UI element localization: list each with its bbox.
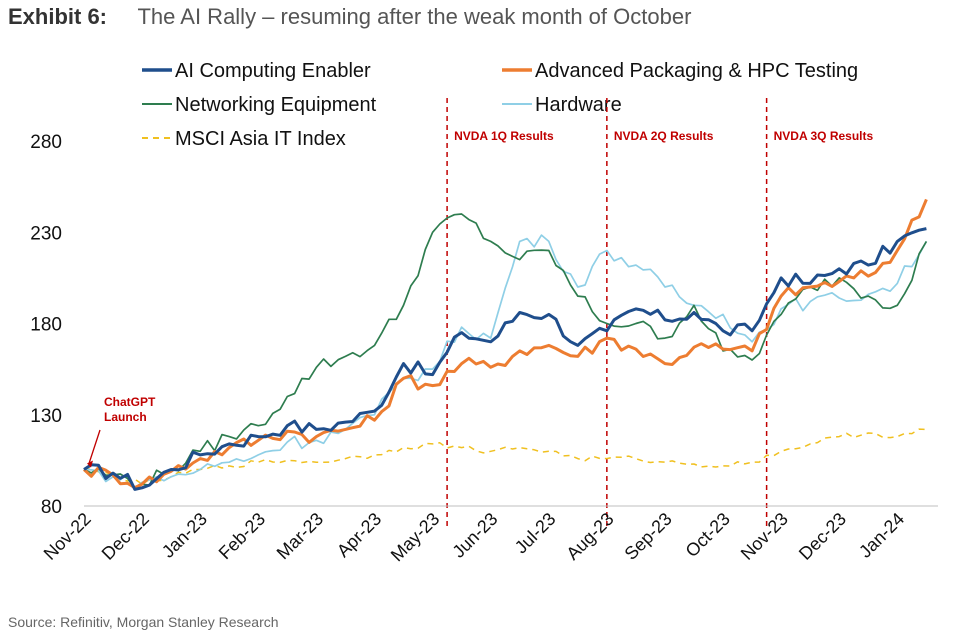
y-axis: 80 130 180 230 280 <box>30 132 62 518</box>
chart-legend: AI Computing Enabler Advanced Packaging &… <box>142 60 858 150</box>
line-chart: AI Computing Enabler Advanced Packaging &… <box>30 60 938 566</box>
event-label: NVDA 3Q Results <box>774 129 874 143</box>
legend-label: Networking Equipment <box>175 94 377 116</box>
x-tick-label: Dec-22 <box>98 509 153 564</box>
series-line <box>82 198 928 490</box>
series-line <box>83 428 927 485</box>
legend-label: Hardware <box>535 94 622 116</box>
x-tick-label: Sep-23 <box>621 509 676 564</box>
annotation-line-2: Launch <box>104 410 147 424</box>
annotation-arrow-head <box>87 460 93 468</box>
y-tick-label: 280 <box>30 132 62 153</box>
series-line <box>83 234 928 489</box>
y-tick-label: 130 <box>30 406 62 427</box>
exhibit-header: Exhibit 6: The AI Rally – resuming after… <box>8 4 691 36</box>
legend-label: Advanced Packaging & HPC Testing <box>535 60 858 82</box>
source-note: Source: Refinitiv, Morgan Stanley Resear… <box>8 614 279 630</box>
event-markers: NVDA 1Q Results NVDA 2Q Results NVDA 3Q Re… <box>446 98 874 526</box>
legend-label: MSCI Asia IT Index <box>175 128 346 150</box>
y-tick-label: 80 <box>41 497 62 518</box>
x-tick-label: Jul-23 <box>511 509 560 558</box>
x-tick-label: Jun-23 <box>448 509 501 562</box>
x-tick-label: Jan-24 <box>855 509 908 562</box>
x-tick-label: Feb-23 <box>215 509 269 563</box>
x-tick-label: Nov-23 <box>737 509 792 564</box>
annotation-arrow-line <box>88 429 101 464</box>
legend-label: AI Computing Enabler <box>175 60 371 82</box>
series-lines <box>82 198 928 491</box>
x-tick-label: Mar-23 <box>273 509 327 563</box>
y-tick-label: 180 <box>30 315 62 336</box>
x-tick-label: Dec-23 <box>795 509 850 564</box>
x-tick-label: Aug-23 <box>562 509 617 564</box>
chart-title: The AI Rally – resuming after the weak m… <box>137 4 692 29</box>
x-tick-label: Jan-23 <box>158 509 211 562</box>
annotation-line-1: ChatGPT <box>104 395 156 409</box>
x-tick-label: May-23 <box>387 509 444 566</box>
event-label: NVDA 1Q Results <box>454 129 554 143</box>
y-tick-label: 230 <box>30 223 62 244</box>
event-label: NVDA 2Q Results <box>614 129 714 143</box>
series-line <box>83 213 928 490</box>
exhibit-label: Exhibit 6: <box>8 4 108 29</box>
x-tick-label: Apr-23 <box>333 509 385 561</box>
x-axis: Nov-22 Dec-22 Jan-23 Feb-23 Mar-23 Apr-23 May-… <box>40 505 938 566</box>
x-tick-label: Oct-23 <box>682 509 734 561</box>
series-line <box>83 227 927 491</box>
